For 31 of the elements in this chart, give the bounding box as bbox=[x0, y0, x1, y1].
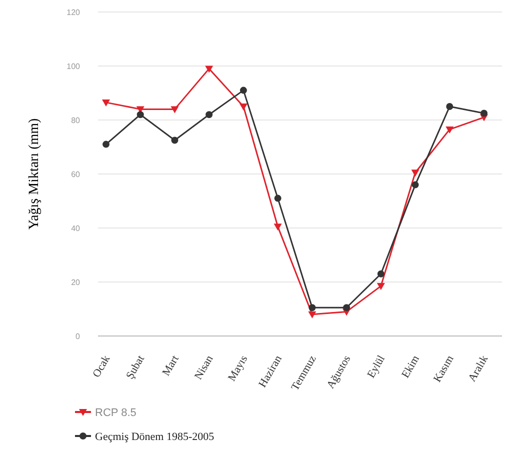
point bbox=[412, 181, 419, 188]
point bbox=[239, 104, 248, 110]
point bbox=[206, 111, 213, 118]
point bbox=[102, 140, 110, 148]
y-tick-label: 60 bbox=[71, 170, 81, 179]
y-tick-label: 120 bbox=[66, 8, 81, 17]
y-tick-label: 40 bbox=[71, 224, 81, 233]
point bbox=[240, 86, 247, 94]
point bbox=[376, 283, 385, 290]
point bbox=[136, 111, 144, 118]
point bbox=[308, 304, 316, 312]
point bbox=[171, 136, 178, 144]
y-tick-label: 0 bbox=[76, 332, 81, 341]
point bbox=[411, 170, 420, 177]
point bbox=[102, 99, 110, 106]
point bbox=[170, 106, 179, 114]
point bbox=[446, 103, 454, 110]
point bbox=[480, 110, 488, 117]
point bbox=[274, 224, 282, 231]
y-tick-label: 80 bbox=[71, 116, 81, 125]
point bbox=[343, 304, 350, 312]
y-axis-title: Yağış Miktarı (mm) bbox=[27, 118, 42, 230]
legend-label: RCP 8.5 bbox=[95, 406, 136, 419]
point bbox=[446, 126, 454, 134]
point bbox=[308, 311, 316, 318]
y-tick-label: 100 bbox=[66, 62, 81, 71]
point bbox=[205, 66, 214, 73]
point bbox=[377, 270, 384, 278]
legend-label: Geçmiş Dönem 1985-2005 bbox=[95, 430, 215, 443]
point bbox=[274, 194, 282, 202]
y-tick-label: 20 bbox=[71, 278, 81, 287]
